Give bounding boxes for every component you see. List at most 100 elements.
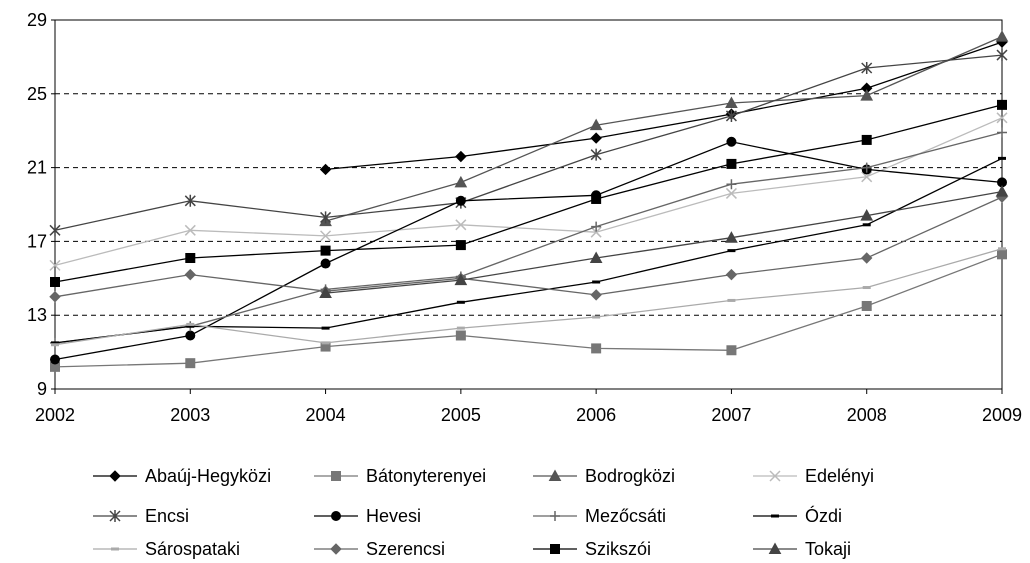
series-point — [995, 185, 1009, 197]
series-point — [726, 345, 737, 356]
series-point — [185, 330, 196, 341]
y-tick-label: 29 — [27, 10, 47, 30]
legend-marker — [109, 510, 121, 522]
series-point — [454, 175, 468, 188]
series-point — [589, 251, 603, 264]
series-point — [49, 224, 61, 237]
legend-marker — [548, 469, 562, 481]
series-point — [996, 49, 1008, 62]
x-tick-label: 2003 — [170, 405, 210, 425]
series-4 — [49, 49, 1008, 237]
series-point — [50, 276, 60, 287]
legend-marker — [768, 542, 782, 554]
series-point — [591, 193, 602, 204]
series-point — [589, 118, 603, 131]
legend-label: Edelényi — [805, 466, 874, 486]
x-tick-label: 2002 — [35, 405, 75, 425]
series-10 — [50, 99, 1007, 287]
y-tick-label: 9 — [37, 379, 47, 399]
y-tick-label: 17 — [27, 231, 47, 251]
legend-item: Szerencsi — [314, 539, 445, 559]
legend-label: Ózdi — [805, 505, 842, 526]
series-point — [590, 226, 602, 238]
series-point — [590, 148, 602, 161]
legend-label: Abaúj-Hegyközi — [145, 466, 271, 486]
series-9 — [49, 191, 1008, 303]
series-point — [455, 240, 466, 251]
series-line — [54, 131, 1003, 344]
series-line — [325, 190, 1003, 294]
legend-item: Encsi — [93, 506, 189, 526]
series-point — [591, 343, 602, 354]
series-point — [860, 209, 874, 221]
series-line — [54, 104, 1003, 283]
x-tick-label: 2009 — [982, 405, 1022, 425]
legend-item: Tokaji — [753, 539, 851, 559]
legend-label: Hevesi — [366, 506, 421, 526]
series-point — [320, 230, 332, 242]
series-point — [320, 245, 331, 256]
series-point — [997, 127, 1007, 138]
series-line — [54, 253, 1003, 368]
legend-item: Abaúj-Hegyközi — [93, 466, 271, 486]
series-1 — [50, 249, 1007, 372]
x-tick-label: 2007 — [711, 405, 751, 425]
legend-item: Sárospataki — [93, 539, 240, 559]
y-tick-label: 21 — [27, 158, 47, 178]
series-point — [184, 194, 196, 207]
series-point — [319, 163, 332, 176]
series-point — [591, 221, 602, 232]
legend-label: Bodrogközi — [585, 466, 675, 486]
series-point — [590, 289, 602, 301]
series-point — [319, 286, 332, 299]
axes: 9 13 17 21 25 29 2002 2003 2004 2005 2006 2007 2008 2… — [27, 10, 1022, 425]
x-tick-label: 2006 — [576, 405, 616, 425]
series-point — [185, 253, 196, 264]
gridlines — [55, 93, 1002, 316]
series-point — [455, 219, 467, 231]
legend-item: Mezőcsáti — [533, 506, 666, 526]
series-point — [49, 291, 61, 303]
legend-marker — [330, 543, 342, 555]
series-point — [49, 259, 61, 271]
series-point — [185, 358, 196, 369]
series-point — [454, 273, 468, 286]
series-point — [725, 96, 738, 109]
series-line — [54, 248, 1003, 346]
series-point — [455, 195, 466, 206]
series-point — [320, 258, 331, 269]
plot-area-frame — [54, 19, 1003, 390]
series-point — [725, 231, 738, 243]
series-point — [455, 150, 467, 163]
series-point — [861, 300, 872, 311]
series-point — [726, 136, 737, 147]
series-point — [860, 89, 874, 101]
series-point — [861, 134, 872, 145]
legend-marker — [331, 511, 341, 521]
legend-label: Szerencsi — [366, 539, 445, 559]
series-point — [590, 132, 602, 144]
series-line — [325, 36, 1003, 222]
legend: Abaúj-Hegyközi Bátonyterenyei Bodrogközi Ed… — [93, 466, 874, 559]
x-tick-label: 2005 — [441, 405, 481, 425]
legend-item: Ózdi — [753, 505, 842, 526]
series-point — [725, 268, 738, 281]
series-point — [455, 330, 466, 341]
series-point — [320, 211, 332, 224]
series-11 — [319, 185, 1009, 299]
x-tick-label: 2008 — [847, 405, 887, 425]
series-line — [54, 141, 1003, 361]
legend-item: Edelényi — [753, 466, 874, 486]
y-tick-label: 25 — [27, 84, 47, 104]
legend-marker — [550, 544, 560, 554]
series-7 — [51, 156, 1006, 345]
legend-marker — [109, 470, 121, 482]
legend-label: Encsi — [145, 506, 189, 526]
series-point — [997, 99, 1007, 110]
series-2 — [319, 30, 1009, 227]
series-point — [861, 252, 873, 264]
series-5 — [50, 136, 1007, 365]
legend-item: Bodrogközi — [533, 466, 675, 486]
series-point — [861, 171, 873, 183]
